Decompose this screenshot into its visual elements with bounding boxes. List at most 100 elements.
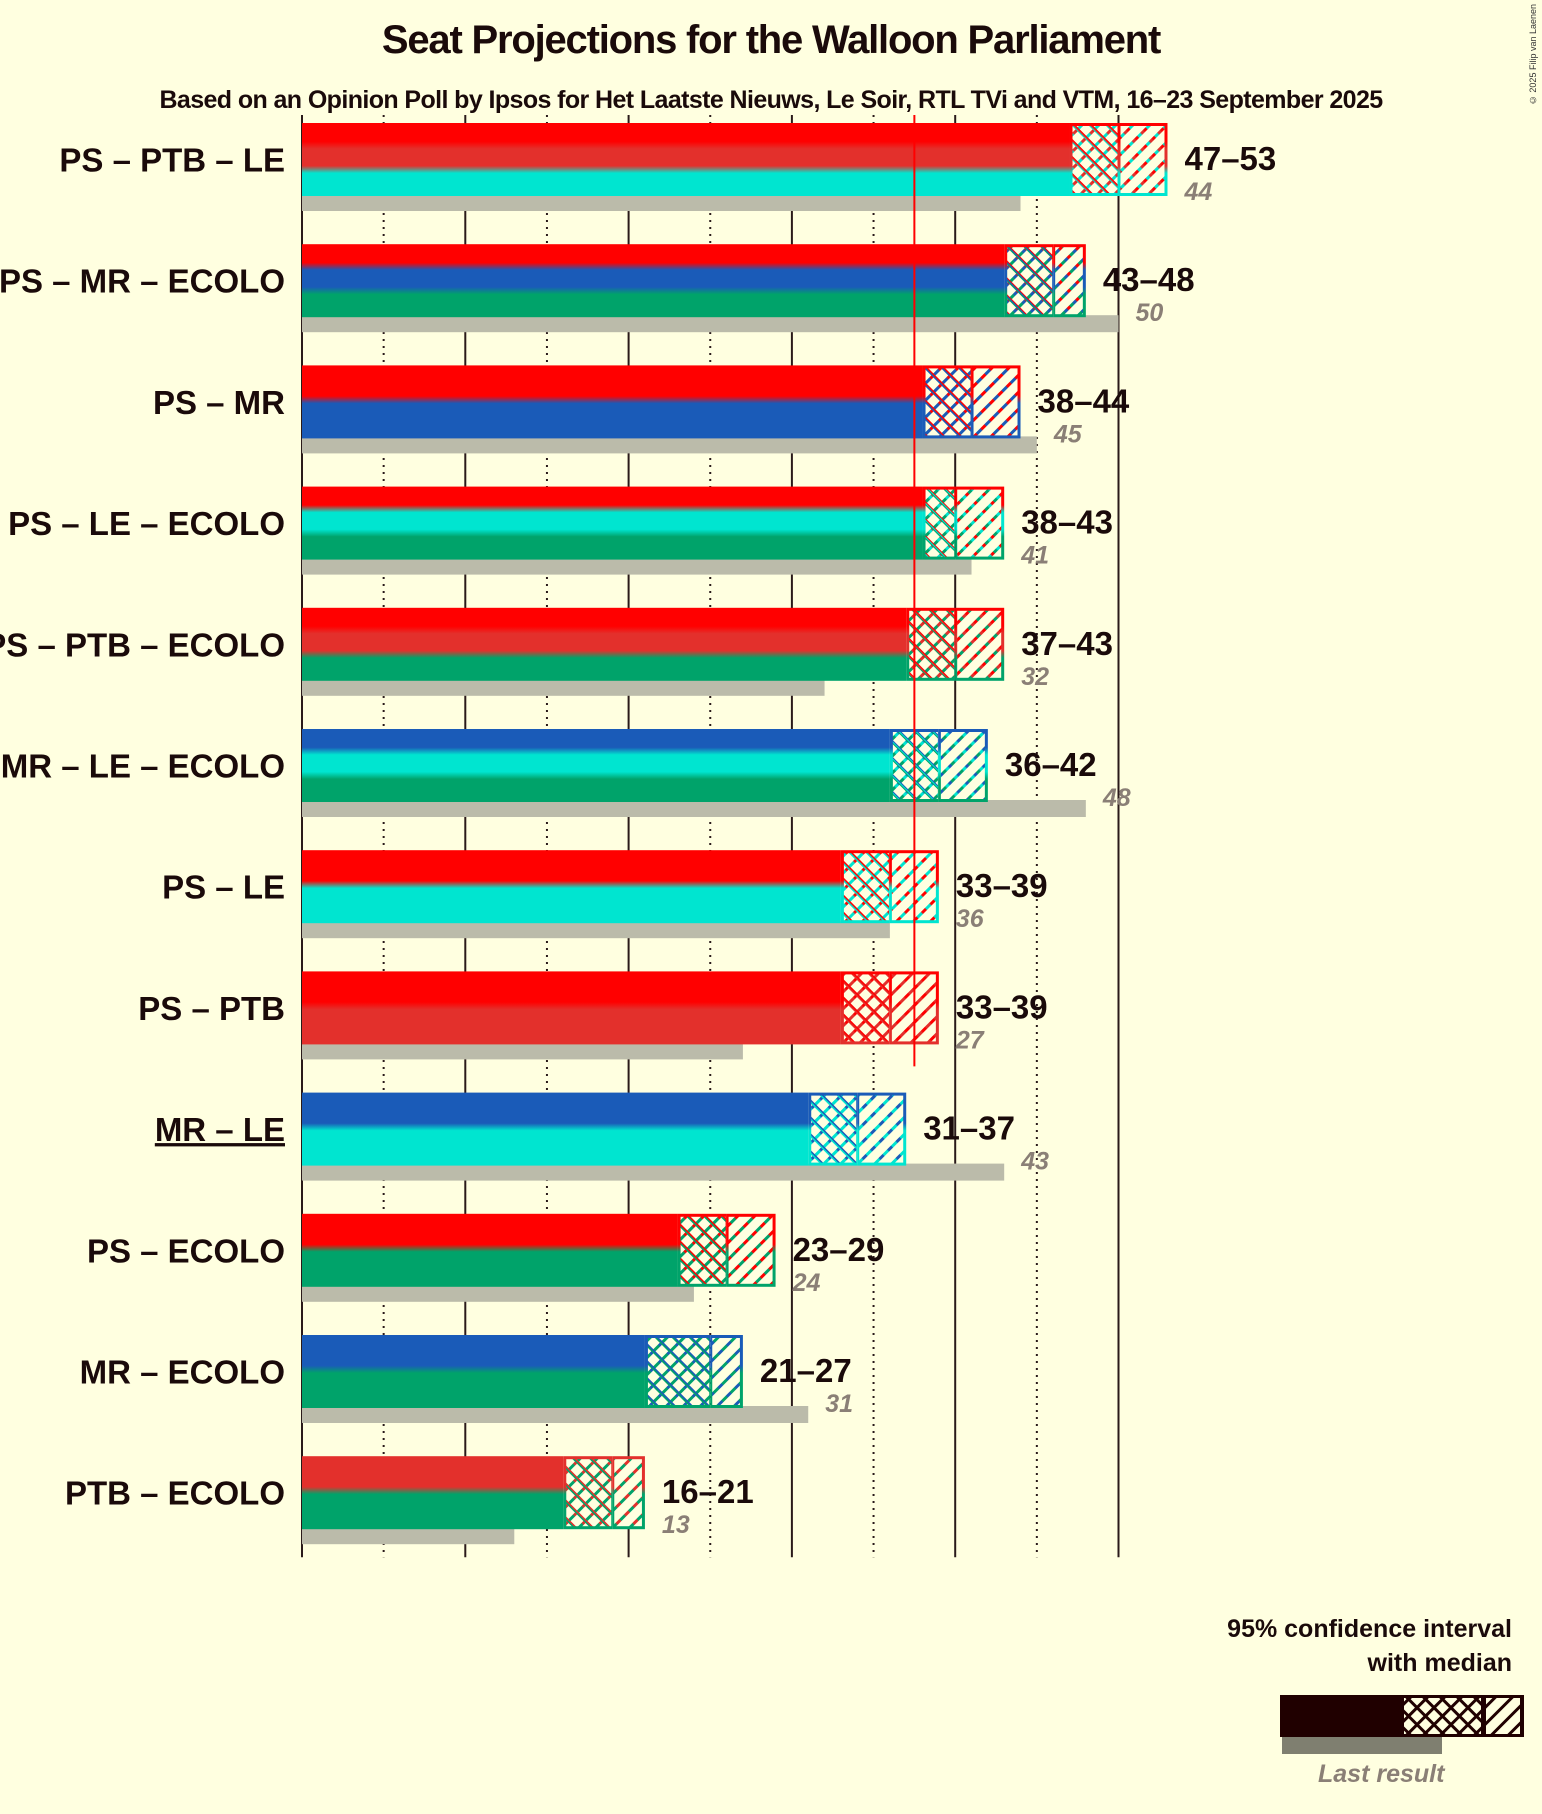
crosshatch-low-to-median bbox=[909, 610, 955, 678]
confidence-solid-bar bbox=[302, 971, 841, 1045]
range-label: 36–42 bbox=[1005, 746, 1097, 783]
last-result-label: 24 bbox=[792, 1269, 821, 1297]
hatch-median-to-high bbox=[940, 732, 985, 799]
confidence-solid-bar bbox=[302, 607, 907, 681]
last-result-bar bbox=[302, 1406, 809, 1423]
legend-solid-bar bbox=[1280, 1695, 1402, 1737]
coalition-label: PS – MR – ECOLO bbox=[0, 263, 285, 300]
coalition-label: PS – LE bbox=[162, 869, 285, 906]
crosshatch-low-to-median bbox=[843, 853, 889, 921]
hatch-median-to-high bbox=[859, 1095, 904, 1163]
hatch-median-to-high bbox=[728, 1216, 773, 1284]
coalition-label: MR – LE – ECOLO bbox=[1, 748, 285, 785]
last-result-bar bbox=[302, 436, 1037, 454]
legend bbox=[1280, 1695, 1524, 1754]
confidence-solid-bar bbox=[302, 1213, 678, 1287]
legend-hatch bbox=[1486, 1698, 1520, 1734]
confidence-solid-bar bbox=[302, 850, 841, 924]
coalition-label: PS – MR bbox=[153, 384, 285, 421]
coalition-label: PS – LE – ECOLO bbox=[8, 505, 285, 542]
coalition-label: MR – LE bbox=[155, 1111, 285, 1148]
range-label: 31–37 bbox=[923, 1110, 1015, 1147]
last-result-bar bbox=[302, 678, 825, 696]
legend-title-line1: 95% confidence interval bbox=[1227, 1615, 1512, 1643]
legend-crosshatch bbox=[1404, 1698, 1481, 1734]
confidence-solid-bar bbox=[302, 244, 1005, 318]
range-label: 38–44 bbox=[1038, 382, 1130, 419]
confidence-solid-bar bbox=[302, 729, 890, 802]
coalition-label: PTB – ECOLO bbox=[65, 1475, 285, 1512]
last-result-label: 32 bbox=[1021, 663, 1049, 691]
legend-title-line2: with median bbox=[1367, 1649, 1512, 1677]
last-result-label: 44 bbox=[1183, 178, 1212, 206]
chart-subtitle: Based on an Opinion Poll by Ipsos for He… bbox=[159, 86, 1383, 114]
coalition-label: MR – ECOLO bbox=[80, 1354, 285, 1391]
crosshatch-low-to-median bbox=[843, 974, 889, 1042]
confidence-solid-bar bbox=[302, 486, 923, 560]
coalition-label: PS – PTB bbox=[138, 990, 285, 1027]
hatch-median-to-high bbox=[973, 368, 1018, 436]
last-result-bar bbox=[302, 1527, 515, 1545]
range-label: 33–39 bbox=[956, 988, 1048, 1025]
range-label: 38–43 bbox=[1021, 504, 1113, 541]
last-result-label: 36 bbox=[956, 905, 985, 933]
last-result-bar bbox=[302, 800, 1086, 817]
crosshatch-low-to-median bbox=[811, 1095, 857, 1163]
coalition-label: PS – PTB – ECOLO bbox=[0, 626, 285, 663]
range-label: 37–43 bbox=[1021, 625, 1113, 662]
confidence-solid-bar bbox=[302, 365, 923, 439]
grid-layer bbox=[301, 115, 1120, 1558]
range-label: 43–48 bbox=[1103, 261, 1195, 298]
hatch-median-to-high bbox=[614, 1459, 642, 1527]
hatch-median-to-high bbox=[712, 1338, 740, 1405]
last-result-label: 41 bbox=[1020, 542, 1049, 570]
last-result-bar bbox=[302, 557, 972, 575]
confidence-solid-bar bbox=[302, 1456, 564, 1530]
last-result-label: 48 bbox=[1102, 784, 1131, 812]
confidence-solid-bar bbox=[302, 123, 1070, 196]
last-result-label: 45 bbox=[1053, 420, 1083, 448]
crosshatch-low-to-median bbox=[647, 1338, 710, 1405]
confidence-solid-bar bbox=[302, 1335, 645, 1408]
crosshatch-low-to-median bbox=[925, 368, 971, 436]
legend-last-result-bar bbox=[1282, 1737, 1442, 1754]
last-result-bar bbox=[302, 194, 1021, 211]
last-result-label: 50 bbox=[1136, 299, 1164, 327]
hatch-median-to-high bbox=[1120, 126, 1165, 193]
hatch-median-to-high bbox=[1055, 247, 1083, 315]
range-label: 16–21 bbox=[662, 1473, 754, 1510]
crosshatch-low-to-median bbox=[1007, 247, 1053, 315]
hatch-median-to-high bbox=[957, 610, 1002, 678]
last-result-label: 27 bbox=[955, 1026, 985, 1054]
crosshatch-low-to-median bbox=[925, 489, 955, 557]
legend-title: 95% confidence interval with median bbox=[1227, 1612, 1512, 1680]
coalition-label: PS – PTB – LE bbox=[59, 142, 285, 179]
range-label: 21–27 bbox=[760, 1352, 852, 1389]
range-label: 23–29 bbox=[793, 1231, 885, 1268]
range-label: 33–39 bbox=[956, 867, 1048, 904]
crosshatch-low-to-median bbox=[1072, 126, 1118, 193]
hatch-median-to-high bbox=[957, 489, 1002, 557]
last-result-bar bbox=[302, 1284, 694, 1302]
last-result-bar bbox=[302, 1042, 743, 1060]
last-result-bar bbox=[302, 921, 890, 939]
last-result-label: 43 bbox=[1020, 1148, 1049, 1176]
last-result-bar bbox=[302, 315, 1119, 333]
legend-last-result-label: Last result bbox=[1318, 1760, 1445, 1788]
crosshatch-low-to-median bbox=[680, 1216, 726, 1284]
last-result-label: 13 bbox=[662, 1511, 690, 1539]
last-result-label: 31 bbox=[825, 1390, 853, 1418]
last-result-bar bbox=[302, 1163, 1005, 1181]
confidence-solid-bar bbox=[302, 1092, 809, 1166]
range-label: 47–53 bbox=[1184, 140, 1276, 177]
